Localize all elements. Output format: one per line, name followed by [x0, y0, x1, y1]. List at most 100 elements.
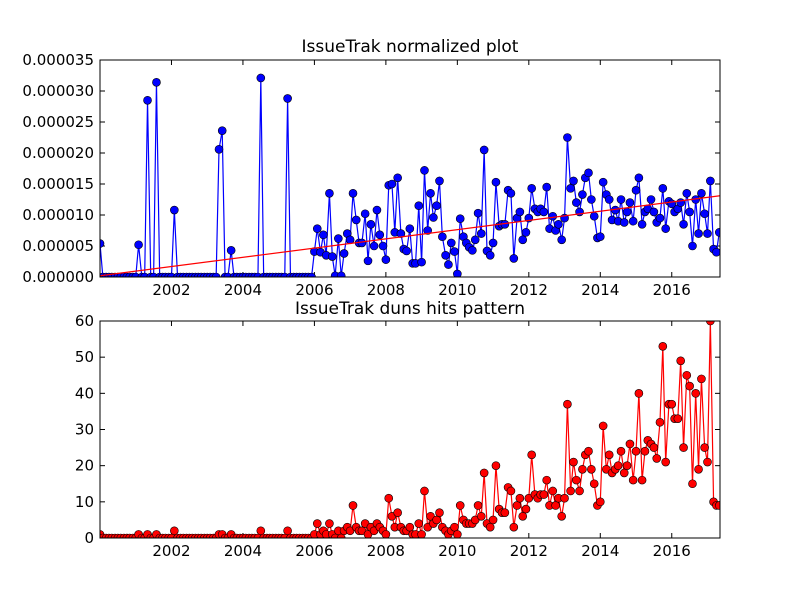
data-point: [578, 190, 587, 199]
data-point: [706, 176, 715, 186]
x-tick-label: 2010: [438, 542, 476, 560]
data-point: [566, 486, 575, 496]
data-point: [438, 232, 447, 241]
data-point: [652, 454, 662, 463]
data-point: [307, 272, 316, 277]
data-point: [387, 179, 397, 189]
data-point: [563, 399, 572, 409]
data-point: [381, 530, 391, 538]
data-point: [476, 511, 486, 521]
data-point: [714, 501, 720, 510]
data-point: [700, 209, 709, 219]
data-point: [455, 501, 465, 510]
data-point: [319, 230, 328, 240]
data-point: [446, 238, 456, 248]
data-point: [453, 269, 462, 277]
data-point: [700, 443, 709, 452]
y-tick-label: 30: [75, 421, 94, 439]
data-point: [420, 166, 429, 175]
y-tick-label: 0.000015: [22, 175, 94, 193]
data-point: [548, 486, 558, 496]
y-tick-label: 0.000020: [22, 144, 94, 162]
x-tick-label: 2012: [510, 281, 548, 299]
data-point: [589, 211, 599, 221]
normalized-plot: IssueTrak normalized plot 2002 2004 2006 20…: [22, 37, 721, 299]
data-point: [336, 533, 346, 538]
data-point: [613, 461, 623, 470]
data-point: [572, 198, 581, 207]
y-tick-label: 0.000010: [22, 206, 94, 224]
data-point: [476, 229, 486, 238]
chart-title: IssueTrak duns hits pattern: [295, 299, 525, 319]
data-point: [655, 417, 665, 427]
data-point: [578, 464, 587, 474]
data-point: [676, 198, 685, 207]
data-point: [515, 493, 525, 503]
data-point: [595, 497, 605, 507]
data-point: [420, 486, 429, 496]
data-point: [685, 381, 694, 391]
data-point: [143, 96, 152, 105]
data-point: [417, 257, 426, 267]
data-point: [575, 486, 584, 496]
y-tick-label: 40: [75, 384, 94, 402]
data-point: [676, 356, 685, 366]
series-line-1: [100, 195, 720, 277]
data-point: [134, 240, 143, 250]
data-point: [604, 195, 614, 204]
data-point: [551, 501, 560, 510]
tick-layer: 2002 2004 2006 2008 2010 2012 2014 2016 0 10 20 30 4…: [75, 312, 720, 560]
data-point: [283, 94, 292, 103]
data-point: [479, 145, 489, 155]
data-point: [619, 218, 629, 227]
data-point: [468, 246, 477, 255]
data-point: [366, 220, 376, 229]
data-point: [712, 247, 720, 257]
data-point: [515, 207, 525, 217]
data-point: [506, 189, 516, 198]
data-point: [637, 475, 647, 485]
data-point: [435, 508, 444, 517]
data-point: [214, 144, 224, 154]
data-point: [584, 168, 593, 178]
data-point: [488, 238, 498, 248]
x-tick-label: 2012: [510, 542, 548, 560]
data-point: [170, 205, 179, 215]
data-point: [667, 399, 677, 409]
data-point: [587, 464, 596, 474]
y-tick-label: 0: [84, 529, 94, 547]
data-point: [360, 209, 370, 219]
data-point: [625, 198, 635, 207]
x-tick-label: 2016: [653, 281, 691, 299]
data-point: [441, 251, 450, 260]
data-point: [539, 490, 549, 499]
data-point: [619, 468, 629, 478]
data-point: [631, 185, 641, 195]
chart-title: IssueTrak normalized plot: [302, 37, 519, 57]
data-point: [661, 457, 670, 467]
y-tick-label: 60: [75, 312, 94, 330]
x-tick-label: 2016: [653, 542, 691, 560]
data-point: [479, 468, 489, 478]
data-point: [628, 475, 638, 485]
data-point: [348, 501, 358, 510]
axes-frame: [99, 59, 721, 278]
data-point: [152, 78, 161, 87]
data-point: [655, 213, 665, 223]
data-point: [325, 189, 334, 198]
data-point: [455, 214, 465, 224]
data-point: [697, 374, 706, 384]
data-point: [100, 239, 105, 248]
data-point: [512, 501, 522, 510]
y-tick-label: 20: [75, 457, 94, 475]
y-tick-label: 10: [75, 493, 94, 511]
x-tick-label: 2006: [295, 542, 333, 560]
data-point: [628, 216, 638, 226]
data-point: [351, 215, 361, 225]
data-point: [682, 189, 692, 198]
data-point: [703, 457, 712, 467]
data-point: [444, 260, 453, 269]
x-tick-label: 2004: [224, 281, 262, 299]
data-point: [569, 457, 578, 467]
